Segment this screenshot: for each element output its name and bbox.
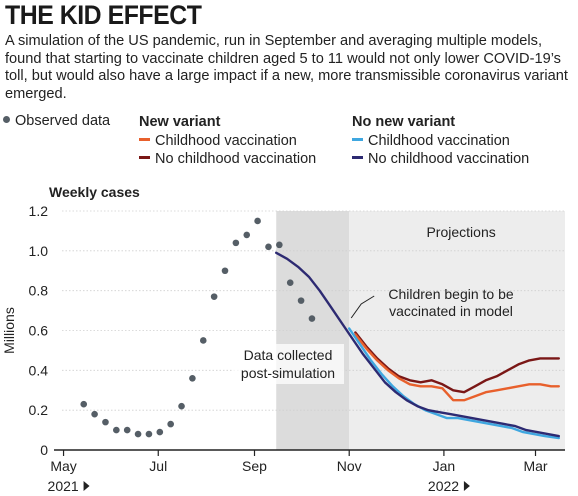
observed-point [113, 426, 120, 434]
observed-point [210, 293, 218, 300]
observed-point [297, 297, 305, 304]
legend-item: No childhood vaccination [139, 150, 316, 169]
observed-point [254, 217, 261, 225]
series-line [354, 331, 560, 394]
legend-line-swatch [139, 137, 150, 141]
annotation-leader-line [350, 295, 375, 319]
legend-item: Childhood vaccination [352, 132, 529, 151]
observed-point [199, 337, 207, 344]
observed-point [123, 426, 131, 434]
observed-point [265, 243, 272, 251]
y-tick-label: 1.0 [29, 243, 49, 259]
observed-point [167, 420, 174, 428]
chart-label-weekly-cases: Weekly cases [49, 184, 140, 200]
observed-point [232, 239, 240, 247]
legend-observed-label: Observed data [15, 113, 111, 129]
y-tick-label: 0.6 [29, 323, 49, 339]
annotation-label: post-simulation [241, 365, 335, 381]
legend-item-label: Childhood vaccination [155, 132, 297, 149]
legend-item-label: No childhood vaccination [368, 151, 530, 167]
y-tick-label: 0 [40, 442, 48, 458]
x-tick-label: Nov [337, 458, 362, 474]
annotation-halo [232, 344, 344, 384]
observed-point [80, 400, 88, 408]
observed-point [189, 375, 196, 382]
legend-item: Childhood vaccination [139, 132, 316, 151]
y-axis-label: Millions [1, 307, 17, 354]
y-tick-label: 1.2 [29, 203, 49, 219]
legend-item-label: No childhood vaccination [155, 151, 317, 167]
projections-label: Projections [426, 224, 495, 240]
legend-group-title: No new variant [352, 114, 456, 130]
x-tick-label: Jan [433, 458, 456, 474]
x-tick-label: May [50, 458, 76, 474]
x-tick-label: Sep [242, 458, 267, 474]
y-tick-label: 0.2 [29, 402, 49, 418]
annotation-label: Data collected [244, 347, 333, 363]
observed-point [134, 430, 142, 438]
observed-point [276, 241, 283, 249]
observed-point [145, 430, 153, 438]
observed-point [102, 418, 109, 426]
chart-title: THE KID EFFECT [5, 0, 202, 30]
x-year-label: 2022 [428, 478, 459, 494]
annotation-label: vaccinated in model [389, 303, 513, 319]
x-tick-label: Mar [523, 458, 547, 474]
post-simulation-shading [276, 211, 350, 450]
year-arrow-icon [463, 481, 470, 491]
x-year-label: 2021 [48, 478, 79, 494]
series-line [354, 333, 560, 402]
legend-line-swatch [139, 156, 150, 159]
observed-point [178, 402, 185, 410]
legend-group-no-new-variant: No new variant Childhood vaccination No … [352, 113, 529, 169]
annotation-label: Children begin to be [388, 286, 514, 302]
legend-group-title: New variant [139, 114, 221, 130]
legend-group-new-variant: New variant Childhood vaccination No chi… [139, 113, 316, 169]
observed-point [286, 279, 294, 287]
observed-point [91, 410, 98, 418]
observed-point [243, 231, 251, 239]
legend-item-label: Childhood vaccination [368, 132, 510, 149]
x-tick-label: Jul [149, 458, 167, 474]
legend-line-swatch [352, 137, 363, 141]
observed-dot-icon [3, 116, 10, 123]
legend-observed: Observed data [3, 113, 110, 129]
legend-line-swatch [352, 156, 363, 159]
observed-point [156, 428, 164, 436]
observed-point [221, 267, 229, 275]
observed-point [308, 315, 316, 322]
y-tick-label: 0.8 [29, 283, 49, 299]
y-tick-label: 0.4 [29, 362, 49, 378]
chart-subtitle: A simulation of the US pandemic, run in … [5, 33, 568, 102]
year-arrow-icon [83, 481, 90, 491]
series-line [348, 327, 560, 440]
legend-item: No childhood vaccination [352, 150, 529, 169]
series-line [275, 251, 560, 438]
